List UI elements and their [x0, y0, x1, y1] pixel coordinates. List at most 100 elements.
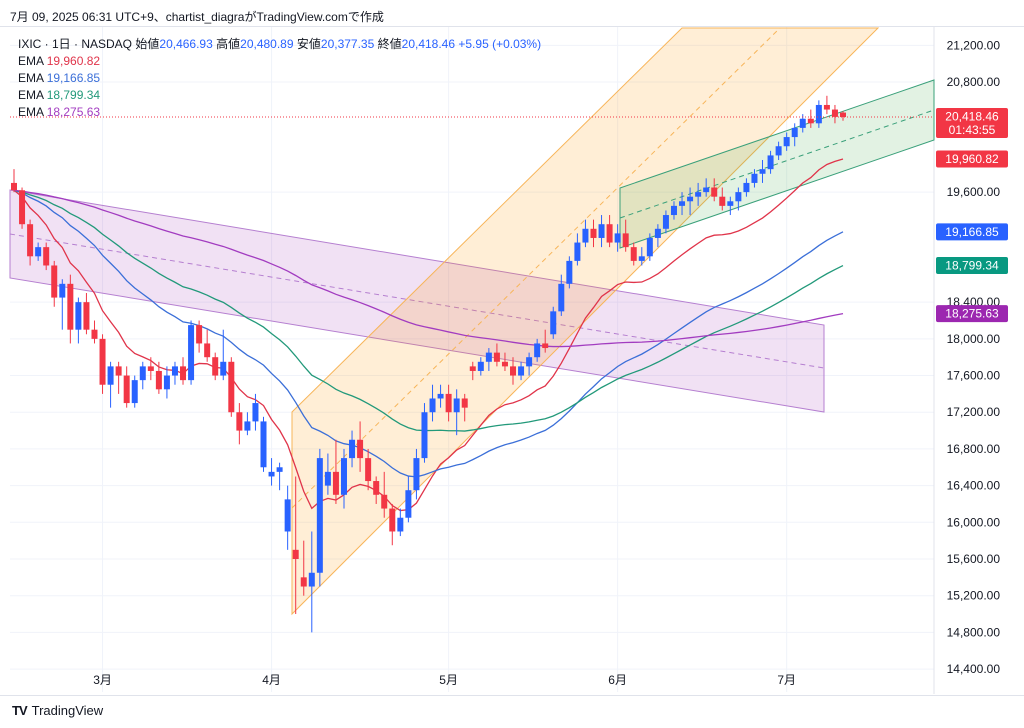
- candle-body: [437, 393, 444, 399]
- orange-channel-midline: [291, 27, 781, 509]
- candle-body: [453, 398, 460, 413]
- candle-body: [542, 343, 549, 349]
- candle-body: [630, 247, 637, 261]
- y-tick-label: 18,000.00: [947, 332, 1001, 346]
- price-badge: 19,960.82: [936, 150, 1008, 168]
- candle-body: [413, 458, 420, 491]
- candle-body: [188, 325, 195, 381]
- candle-body: [807, 118, 814, 124]
- change-value: +5.95 (+0.03%): [458, 37, 542, 51]
- candle-body: [155, 370, 162, 390]
- candle-body: [268, 471, 275, 477]
- chart-frame: [0, 26, 1024, 696]
- candle-body: [711, 187, 718, 197]
- open-label: 始値: [135, 37, 160, 51]
- low-label: 安値: [296, 37, 321, 51]
- candle-body: [260, 421, 267, 468]
- candle-body: [276, 467, 283, 472]
- candle-body: [638, 256, 645, 261]
- candle-body: [767, 155, 774, 170]
- candle-body: [606, 224, 613, 243]
- candle-body: [220, 361, 227, 376]
- candle-body: [429, 398, 436, 413]
- price-badge-text: 19,960.82: [945, 152, 999, 166]
- x-tick-label: 7月: [777, 673, 796, 687]
- candle-body: [510, 366, 517, 376]
- candle-body: [332, 471, 339, 495]
- candle-body: [799, 118, 806, 128]
- close-label: 終値: [377, 37, 402, 51]
- price-badge: 19,166.85: [936, 223, 1008, 241]
- candle-body: [196, 325, 203, 344]
- candle-body: [204, 343, 211, 358]
- candle-body: [83, 302, 90, 330]
- candle-body: [783, 137, 790, 147]
- candle-body: [357, 439, 364, 459]
- y-tick-label: 15,600.00: [947, 552, 1001, 566]
- candle-body: [654, 228, 661, 238]
- candle-body: [43, 247, 50, 266]
- tradingview-brand[interactable]: TV TradingView: [12, 703, 103, 718]
- y-tick-label: 16,800.00: [947, 442, 1001, 456]
- ema-row[interactable]: EMA 18,275.63: [18, 104, 541, 121]
- ema-label: EMA: [18, 71, 44, 85]
- y-tick-label: 16,400.00: [947, 479, 1001, 493]
- candle-body: [397, 517, 404, 532]
- y-tick-label: 19,600.00: [947, 185, 1001, 199]
- x-tick-label: 5月: [439, 673, 458, 687]
- ema-row[interactable]: EMA 19,166.85: [18, 70, 541, 87]
- candle-body: [123, 375, 130, 404]
- ema-label: EMA: [18, 105, 44, 119]
- candle-body: [11, 182, 17, 191]
- price-badge: 18,275.63: [936, 305, 1008, 323]
- candle-body: [292, 549, 299, 559]
- y-tick-label: 16,000.00: [947, 515, 1001, 529]
- candle-body: [59, 283, 66, 298]
- candle-body: [461, 398, 468, 408]
- candle-body: [662, 215, 669, 229]
- y-tick-label: 21,200.00: [947, 38, 1001, 52]
- price-badge-text: 18,799.34: [945, 259, 999, 273]
- candle-body: [19, 190, 26, 225]
- candle-body: [695, 192, 702, 197]
- candle-body: [252, 403, 259, 422]
- candle-body: [147, 366, 154, 371]
- green-channel-midline: [619, 109, 935, 219]
- candle-body: [815, 104, 822, 124]
- ema-value: 18,275.63: [46, 105, 101, 119]
- x-tick-label: 4月: [262, 673, 281, 687]
- price-badge: 18,799.34: [936, 257, 1008, 275]
- candle-body: [389, 508, 396, 532]
- candle-body: [91, 329, 98, 339]
- candle-body: [163, 375, 170, 390]
- candle-body: [131, 380, 138, 404]
- open-value: 20,466.93: [159, 37, 213, 51]
- y-tick-label: 20,800.00: [947, 75, 1001, 89]
- candle-body: [775, 146, 782, 156]
- candle-body: [703, 187, 710, 193]
- candle-body: [324, 471, 331, 486]
- candle-body: [759, 169, 766, 174]
- ema-row[interactable]: EMA 18,799.34: [18, 87, 541, 104]
- candle-body: [574, 242, 581, 261]
- ema-row[interactable]: EMA 19,960.82: [18, 53, 541, 70]
- candle-body: [687, 196, 694, 202]
- ema-value: 19,166.85: [46, 71, 101, 85]
- price-badge-bg: [936, 150, 1008, 168]
- candle-body: [139, 366, 146, 381]
- candle-body: [171, 366, 178, 376]
- candle-body: [115, 366, 122, 376]
- candle-body: [735, 192, 742, 202]
- candle-body: [99, 338, 106, 385]
- tradingview-logo-icon: TV: [12, 703, 28, 718]
- candle-body: [67, 283, 74, 330]
- candle-body: [614, 233, 621, 243]
- candle-body: [550, 311, 557, 335]
- candle-body: [485, 352, 492, 362]
- y-tick-label: 15,200.00: [947, 589, 1001, 603]
- close-value: 20,418.46: [401, 37, 456, 51]
- ema-label: EMA: [18, 54, 44, 68]
- candle-body: [598, 224, 605, 238]
